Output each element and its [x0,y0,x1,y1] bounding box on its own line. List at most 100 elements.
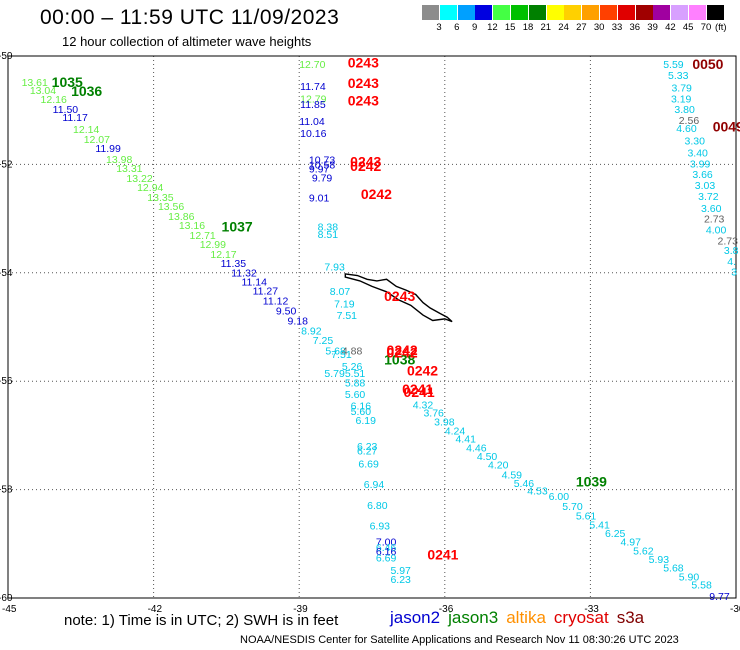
swh-point-label: 4.88 [342,345,363,357]
swh-point-label: 2.73 [718,235,739,247]
x-tick-label: -39 [293,604,308,615]
swh-point-label: 8.92 [301,325,322,337]
swh-point-label: 2.73 [704,214,725,226]
swh-point-label: 11.32 [231,267,257,279]
swh-point-label: 3 [731,267,737,279]
colorbar-tick-label: 42 [665,22,676,33]
pass-time-label: 0243 [348,55,379,71]
y-tick-label: -50 [0,51,13,62]
swh-point-label: 6.69 [376,552,397,564]
colorbar-tick-label: 36 [629,22,641,33]
swh-point-label: 12.14 [73,124,99,136]
y-tick-label: -60 [0,593,13,604]
swh-point-label: 6.46 [376,542,397,554]
swh-point-label: 5.61 [576,511,597,523]
swh-point-label: 11.14 [241,276,267,288]
swh-point-label: 12.71 [190,230,216,242]
swh-point-label: 5.97 [390,565,411,577]
pass-time-label: 1038 [384,352,415,368]
swh-point-label: 3.72 [698,191,719,203]
swh-point-label: 3.19 [671,93,692,105]
pass-time-label: 0242 [350,158,381,174]
swh-point-label: 5.79 [324,368,345,380]
legend-entry: jason2 [390,608,441,627]
swh-point-label: 8.07 [330,286,351,298]
swh-point-label: 6.00 [549,491,570,503]
swh-point-label: 6.25 [605,528,626,540]
swh-point-label: 4.24 [445,426,466,438]
colorbar-swatch [564,5,582,20]
pass-time-label: 1035 [52,74,83,90]
swh-point-label: 12.07 [84,134,110,146]
swh-point-label: 12.17 [210,249,236,261]
swh-point-label: 11.99 [95,143,121,155]
colorbar-tick-label: 33 [611,22,623,33]
pass-time-label: 0241 [402,381,433,397]
colorbar-tick-label: 3 [436,22,442,33]
swh-point-label: 4.53 [527,486,548,498]
grid-lines [7,55,737,599]
swh-point-label: 2.56 [679,115,700,127]
colorbar-swatch [475,5,493,20]
swh-point-label: 3.30 [685,136,706,148]
swh-point-label: 13.31 [116,163,142,175]
swh-point-label: 10.58 [309,159,335,171]
swh-point-label: 9.79 [312,172,333,184]
data-marks: 13.6113.0412.1611.5011.1712.1412.0711.99… [22,55,740,603]
legend-entry: cryosat [553,608,609,627]
swh-point-label: 7.25 [313,335,334,347]
swh-point-label: 4.60 [676,123,697,135]
swh-point-label: 5.41 [589,519,610,531]
pass-time-label: 0049 [713,118,740,134]
pass-time-label: 0243 [348,75,379,91]
colorbar-swatch [546,5,564,20]
colorbar-swatch [689,5,706,20]
swh-point-label: 8.51 [318,229,339,241]
swh-point-label: 12.70 [299,59,325,71]
colorbar-swatch [439,5,457,20]
swh-point-label: 10.73 [309,155,335,167]
swh-point-label: 7.19 [334,299,355,311]
swh-point-label: 4.97 [620,537,641,549]
island-outline [344,273,453,323]
colorbar-tick-label: 21 [540,22,552,33]
x-tick-label: -42 [148,604,163,615]
colorbar-tick-label: 15 [504,22,516,33]
swh-point-label: 11.85 [300,99,326,111]
swh-point-label: 4.46 [466,442,487,454]
swh-point-label: 6.16 [351,401,372,413]
swh-point-label: 5.88 [345,377,366,389]
swh-point-label: 12.79 [300,93,326,105]
swh-point-label: 6.16 [376,546,397,558]
swh-point-label: 3.03 [695,180,716,192]
chart-title: 00:00 – 11:59 UTC 11/09/2023 [40,6,340,29]
colorbar-swatch [582,5,600,20]
colorbar-swatch [493,5,511,20]
swh-point-label: 3.79 [671,82,692,94]
pass-time-label: 0241 [404,384,435,400]
y-tick-label: -58 [0,485,13,496]
swh-point-label: 4.41 [455,434,476,446]
axes: -45 -42 -39 -36 -33 -30 -50 -52 -54 -56 -58 -60 [0,51,740,615]
colorbar-swatch [617,5,635,20]
colorbar-tick-label: 12 [487,22,498,33]
y-tick-label: -56 [0,376,13,387]
pass-time-label: 0243 [350,154,381,170]
colorbar-tick-label: 18 [522,22,534,33]
swh-point-label: 9.50 [276,306,297,318]
satellite-legend: jason2 jason3 altika cryosat s3a [390,608,652,628]
swh-point-label: 4.32 [413,400,434,412]
swh-point-label: 5.90 [679,571,700,583]
swh-point-label: 3.98 [434,416,455,428]
swh-point-label: 5.68 [325,345,346,357]
swh-point-label: 5.59 [663,59,684,71]
swh-point-label: 4. [727,256,736,268]
y-tick-label: -52 [0,159,13,170]
colorbar-swatch [706,5,724,20]
colorbar-tick-label: 9 [471,22,478,33]
swh-point-label: 11.74 [300,81,326,93]
swh-point-label: 13.56 [158,201,184,213]
colorbar-swatch [653,5,671,20]
swh-point-label: 5.62 [633,545,654,557]
colorbar-swatch [671,5,689,20]
